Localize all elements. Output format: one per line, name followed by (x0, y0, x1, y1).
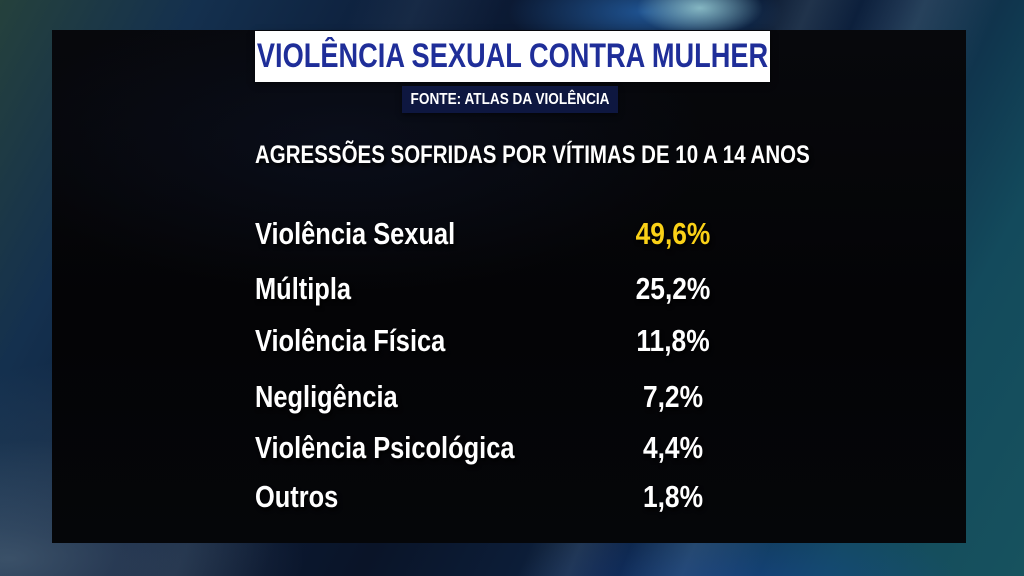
value-1: 25,2% (635, 271, 711, 306)
source-band: FONTE: ATLAS DA VIOLÊNCIA (402, 86, 618, 113)
category-label-3: Negligência (255, 379, 398, 414)
table-row: Múltipla 25,2% (255, 269, 815, 309)
chart-subtitle: AGRESSÕES SOFRIDAS POR VÍTIMAS DE 10 A 1… (255, 141, 810, 169)
value-4: 4,4% (642, 430, 704, 465)
category-label-2: Violência Física (255, 323, 446, 358)
page-title: VIOLÊNCIA SEXUAL CONTRA MULHER (256, 37, 769, 75)
category-label-5: Outros (255, 479, 339, 514)
category-label-1: Múltipla (255, 271, 352, 306)
value-0: 49,6% (635, 216, 711, 251)
table-row: Violência Sexual 49,6% (255, 214, 815, 254)
table-row: Violência Física 11,8% (255, 321, 815, 361)
value-2: 11,8% (636, 323, 710, 358)
value-5: 1,8% (642, 479, 704, 514)
table-row: Negligência 7,2% (255, 377, 815, 417)
title-band: VIOLÊNCIA SEXUAL CONTRA MULHER (255, 31, 770, 82)
source-label: FONTE: ATLAS DA VIOLÊNCIA (410, 90, 610, 108)
table-row: Violência Psicológica 4,4% (255, 428, 815, 468)
value-3: 7,2% (642, 379, 704, 414)
category-label-0: Violência Sexual (255, 216, 456, 251)
category-label-4: Violência Psicológica (255, 430, 515, 465)
table-row: Outros 1,8% (255, 477, 815, 517)
graphic-panel: VIOLÊNCIA SEXUAL CONTRA MULHER FONTE: AT… (52, 30, 966, 543)
